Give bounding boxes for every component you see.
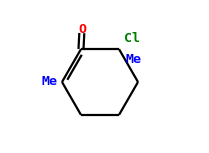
Text: Cl: Cl xyxy=(124,32,140,45)
Text: O: O xyxy=(78,23,86,36)
Text: Me: Me xyxy=(126,53,142,66)
Text: Me: Me xyxy=(41,75,57,88)
